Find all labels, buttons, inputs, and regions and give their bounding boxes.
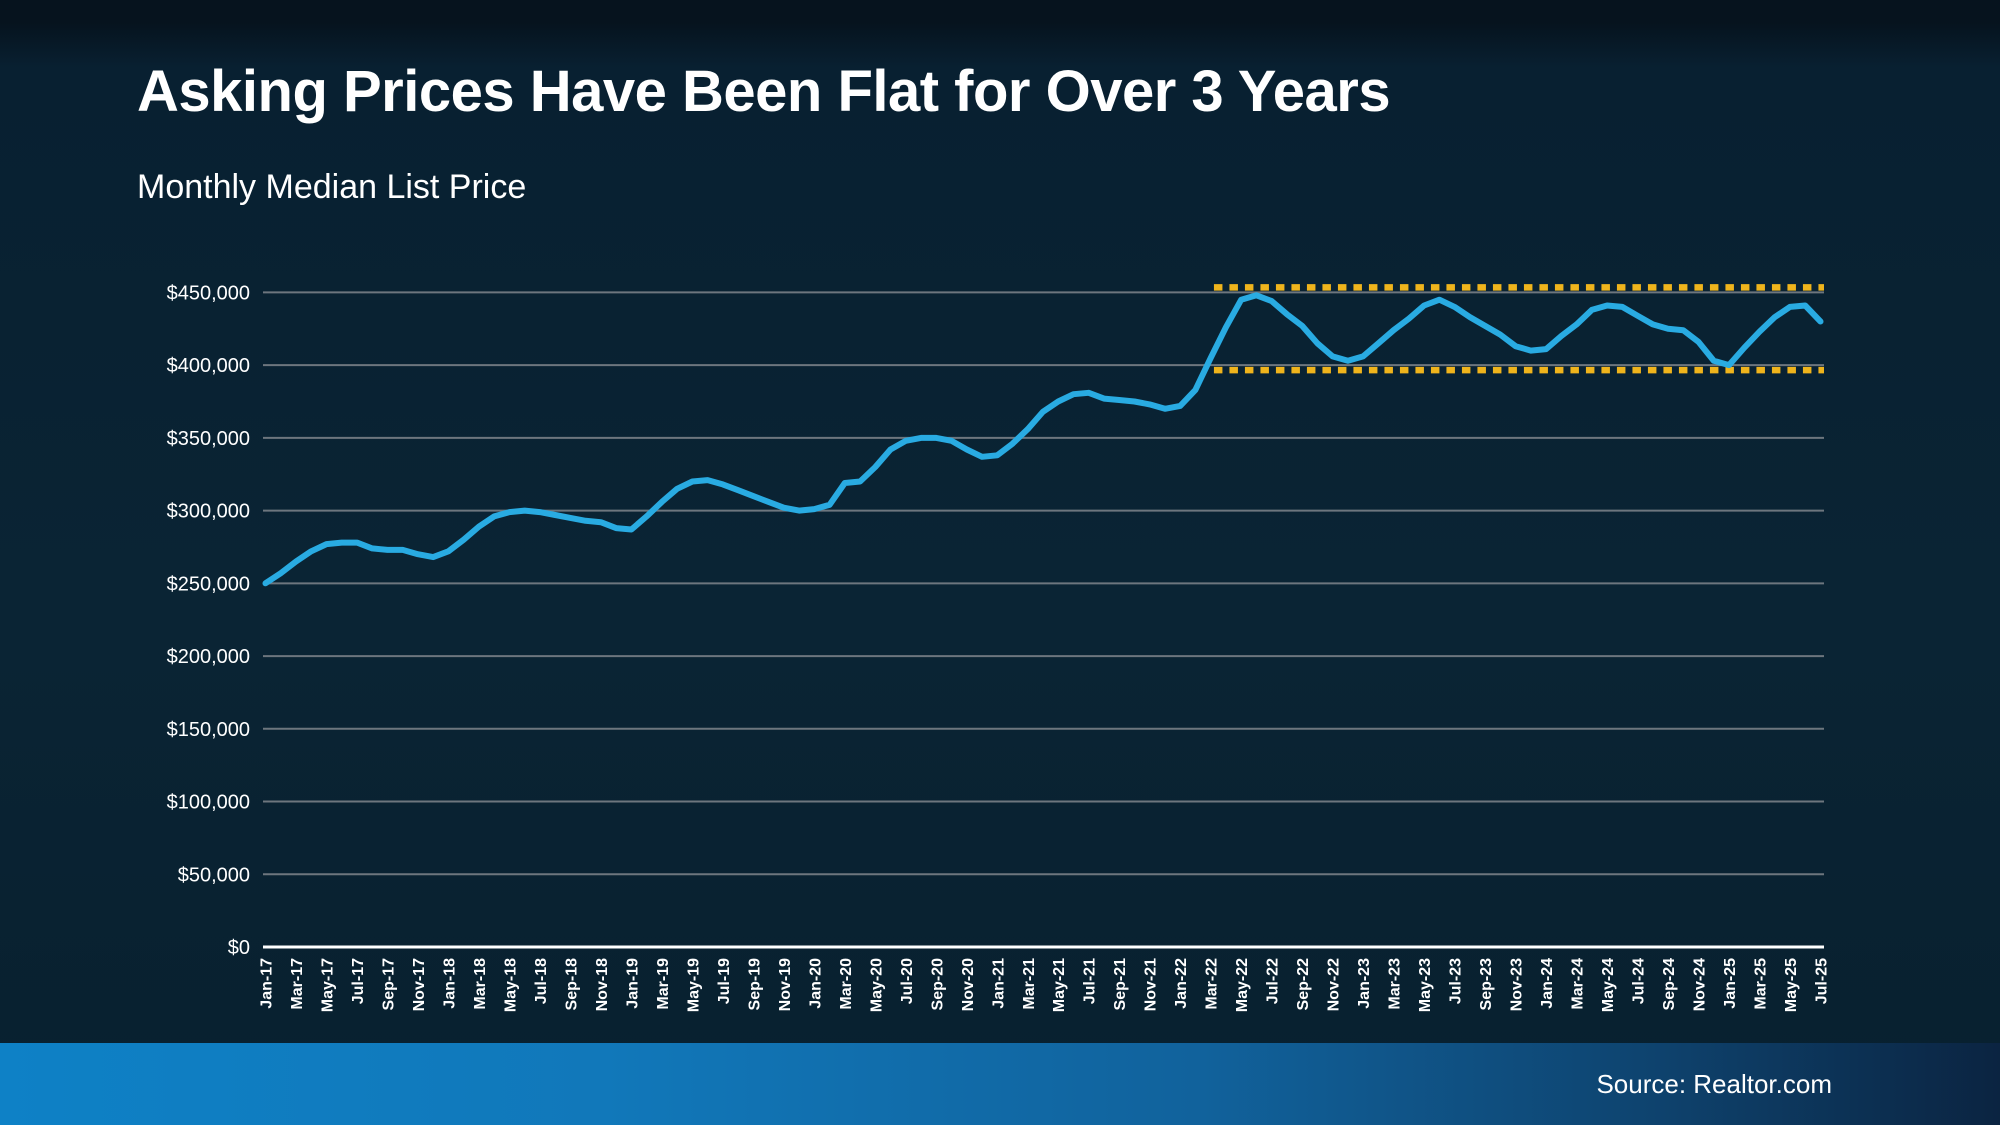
x-axis-label: Mar-23 [1387, 958, 1404, 1010]
source-credit: Source: Realtor.com [1596, 1069, 1832, 1099]
x-axis-label: Jul-17 [350, 958, 367, 1004]
y-axis-labels: $0 $50,000 $100,000 $150,000 $200,000 $250,00… [167, 282, 250, 959]
x-axis-label: Sep-23 [1478, 958, 1495, 1011]
x-axis-label: Jan-21 [990, 958, 1007, 1009]
y-axis-label: $300,000 [167, 501, 250, 523]
x-axis-label: May-19 [685, 958, 702, 1012]
x-axis-label: Jul-21 [1082, 958, 1099, 1004]
x-axis-label: May-24 [1600, 958, 1617, 1012]
y-axis-label: $50,000 [178, 864, 250, 886]
x-axis-label: May-21 [1051, 958, 1068, 1012]
x-axis-label: May-20 [868, 958, 885, 1012]
x-axis-label: Jan-17 [259, 958, 276, 1009]
x-axis-label: Nov-18 [594, 958, 611, 1011]
x-axis-label: Jul-25 [1813, 958, 1830, 1004]
x-axis-label: Sep-17 [380, 958, 397, 1011]
x-axis-label: May-25 [1783, 958, 1800, 1012]
y-axis-label: $200,000 [167, 646, 250, 668]
x-axis-label: Sep-24 [1661, 958, 1678, 1011]
y-axis-label: $150,000 [167, 719, 250, 741]
y-axis-label: $0 [228, 937, 250, 959]
x-axis-label: Nov-24 [1692, 958, 1709, 1011]
x-axis-label: Nov-19 [777, 958, 794, 1011]
footer-bar: Source: Realtor.com [0, 1043, 2000, 1125]
x-axis-label: Jul-24 [1631, 958, 1648, 1004]
x-axis-label: Mar-20 [838, 958, 855, 1010]
x-axis-label: Mar-17 [289, 958, 306, 1010]
x-axis-label: May-23 [1417, 958, 1434, 1012]
x-axis-label: Jul-23 [1448, 958, 1465, 1004]
y-axis-label: $250,000 [167, 573, 250, 595]
x-axis-label: Sep-22 [1295, 958, 1312, 1011]
x-axis-label: Jul-20 [899, 958, 916, 1004]
x-axis-label: Jan-22 [1173, 958, 1190, 1009]
x-axis-label: Jan-24 [1539, 958, 1556, 1009]
x-axis-label: Nov-23 [1509, 958, 1526, 1011]
x-axis-label: Nov-20 [960, 958, 977, 1011]
x-axis-label: Mar-22 [1204, 958, 1221, 1010]
x-axis-label: Nov-22 [1326, 958, 1343, 1011]
x-axis-label: Nov-17 [411, 958, 428, 1011]
x-axis-label: Mar-19 [655, 958, 672, 1010]
x-axis-label: Mar-24 [1570, 958, 1587, 1010]
x-axis-label: Mar-25 [1753, 958, 1770, 1010]
gridlines [263, 291, 1824, 949]
median-list-price-line [262, 292, 1824, 587]
x-axis-label: Jul-18 [533, 958, 550, 1004]
x-axis-label: Sep-18 [563, 958, 580, 1011]
x-axis-label: May-22 [1234, 958, 1251, 1012]
x-axis-label: Sep-19 [746, 958, 763, 1011]
x-axis-label: Nov-21 [1143, 958, 1160, 1011]
x-axis-label: Jan-18 [441, 958, 458, 1009]
x-axis-label: Jul-22 [1265, 958, 1282, 1004]
x-axis-label: May-18 [502, 958, 519, 1012]
y-axis-label: $450,000 [167, 282, 250, 304]
x-axis-labels: Jan-17 Mar-17 May-17 Jul-17 Sep-17 Nov-17 Jan-… [259, 958, 1831, 1012]
x-axis-label: Jan-25 [1722, 958, 1739, 1009]
x-axis-label: Jan-19 [624, 958, 641, 1009]
y-axis-label: $350,000 [167, 428, 250, 450]
y-axis-label: $400,000 [167, 355, 250, 377]
x-axis-label: Jan-23 [1356, 958, 1373, 1009]
x-axis-label: May-17 [319, 958, 336, 1012]
y-axis-label: $100,000 [167, 792, 250, 814]
chart-subtitle: Monthly Median List Price [137, 168, 527, 206]
x-axis-label: Sep-20 [929, 958, 946, 1011]
x-axis-label: Jan-20 [807, 958, 824, 1009]
x-axis-label: Jul-19 [716, 958, 733, 1004]
x-axis-label: Sep-21 [1112, 958, 1129, 1011]
x-axis-label: Mar-18 [472, 958, 489, 1010]
page-title: Asking Prices Have Been Flat for Over 3 … [137, 59, 1391, 124]
x-axis-label: Mar-21 [1021, 958, 1038, 1010]
